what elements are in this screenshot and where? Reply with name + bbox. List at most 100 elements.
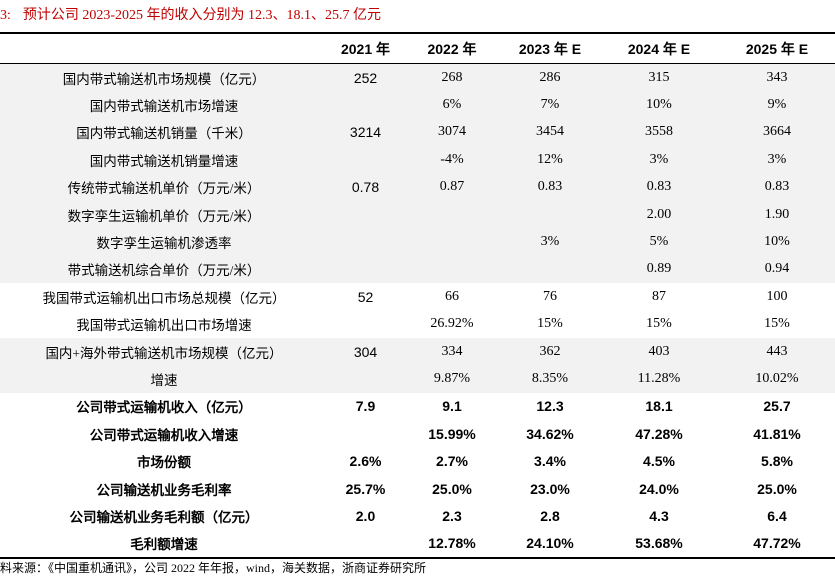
value-cell: 6% bbox=[403, 91, 501, 119]
table-row: 数字孪生运输机渗透率 3% 5% 10% bbox=[0, 228, 835, 256]
table-row: 带式输送机综合单价（万元/米） 0.89 0.94 bbox=[0, 255, 835, 284]
value-cell: 26.92% bbox=[430, 316, 474, 332]
value-cell: 100 bbox=[766, 288, 788, 304]
value-cell: 443 bbox=[719, 337, 835, 366]
header-cell-2023e: 2023 年 E bbox=[501, 32, 599, 64]
table-row: 毛利额增速 12.78% 24.10% 53.68% 47.72% bbox=[0, 529, 835, 560]
value-cell: 286 bbox=[501, 63, 599, 92]
value-cell: 34.62% bbox=[526, 425, 574, 442]
table-row: 公司输送机业务毛利额（亿元） 2.0 2.3 2.8 4.3 6.4 bbox=[0, 502, 835, 529]
value-cell: 15% bbox=[537, 316, 563, 332]
value-cell: 10% bbox=[599, 91, 719, 119]
row-label: 毛利额增速 bbox=[0, 529, 328, 560]
value-cell: 9% bbox=[719, 91, 835, 119]
value-cell: 3214 bbox=[328, 118, 403, 147]
value-cell: 2.3 bbox=[442, 507, 462, 524]
value-cell: 9.1 bbox=[442, 398, 462, 415]
value-cell: 25.7% bbox=[345, 480, 386, 497]
value-cell bbox=[328, 228, 403, 256]
value-cell: 2.6% bbox=[349, 453, 382, 470]
value-cell: 4.5% bbox=[643, 453, 675, 470]
header-cell-label bbox=[0, 32, 328, 64]
row-label: 数字孪生运输机单价（万元/米） bbox=[0, 200, 328, 229]
value-cell bbox=[403, 255, 501, 284]
table-body: 国内带式输送机市场规模（亿元） 252 268 286 315 343 国内带式输送机市场增… bbox=[0, 63, 835, 560]
table-row: 数字孪生运输机单价（万元/米） 2.00 1.90 bbox=[0, 200, 835, 229]
row-label: 国内带式输送机市场增速 bbox=[0, 91, 328, 119]
value-cell: 15% bbox=[646, 316, 672, 332]
row-label: 带式输送机综合单价（万元/米） bbox=[0, 255, 328, 284]
value-cell: 3074 bbox=[403, 118, 501, 147]
source-note: 料来源：《中国重机通讯》，公司 2022 年年报，wind，海关数据，浙商证券研… bbox=[0, 561, 427, 575]
value-cell: 0.89 bbox=[599, 255, 719, 284]
table-row: 国内+海外带式输送机市场规模（亿元） 304 334 362 403 443 bbox=[0, 337, 835, 366]
value-cell bbox=[501, 200, 599, 229]
table-row: 国内带式输送机市场规模（亿元） 252 268 286 315 343 bbox=[0, 63, 835, 92]
header-row: 2021 年 2022 年 2023 年 E 2024 年 E 2025 年 E bbox=[0, 32, 835, 64]
table-row: 公司带式运输机收入（亿元） 7.9 9.1 12.3 18.1 25.7 bbox=[0, 393, 835, 420]
table-row: 增速 9.87% 8.35% 11.28% 10.02% bbox=[0, 365, 835, 393]
value-cell: 334 bbox=[403, 337, 501, 366]
value-cell: 403 bbox=[599, 337, 719, 366]
value-cell: 25.0% bbox=[432, 480, 472, 497]
value-cell: 15.99% bbox=[428, 425, 476, 442]
value-cell: 8.35% bbox=[501, 365, 599, 393]
value-cell bbox=[328, 311, 403, 338]
row-label: 市场份额 bbox=[137, 455, 191, 471]
value-cell: 52 bbox=[357, 288, 374, 305]
value-cell: 1.90 bbox=[719, 200, 835, 229]
table-caption: 3: 预计公司 2023-2025 年的收入分别为 12.3、18.1、25.7 … bbox=[0, 4, 381, 28]
value-cell: 343 bbox=[719, 63, 835, 92]
value-cell bbox=[403, 200, 501, 229]
value-cell bbox=[328, 91, 403, 119]
value-cell: 0.94 bbox=[719, 255, 835, 284]
value-cell bbox=[403, 228, 501, 256]
value-cell: 5.8% bbox=[761, 453, 793, 470]
value-cell: 5% bbox=[599, 228, 719, 256]
value-cell: 0.87 bbox=[403, 173, 501, 201]
value-cell: 47.28% bbox=[635, 425, 683, 442]
table-row: 国内带式输送机市场增速 6% 7% 10% 9% bbox=[0, 91, 835, 119]
value-cell: 0.78 bbox=[328, 173, 403, 201]
value-cell: 0.83 bbox=[599, 173, 719, 201]
value-cell bbox=[328, 255, 403, 284]
row-label: 国内带式输送机销量（千米） bbox=[0, 118, 328, 147]
value-cell bbox=[328, 146, 403, 174]
value-cell: 9.87% bbox=[403, 365, 501, 393]
table-row: 国内带式输送机销量（千米） 3214 3074 3454 3558 3664 bbox=[0, 118, 835, 147]
value-cell: 25.7 bbox=[763, 398, 791, 415]
header-cell-2021: 2021 年 bbox=[328, 32, 403, 64]
table-row: 公司输送机业务毛利率 25.7% 25.0% 23.0% 24.0% 25.0% bbox=[0, 475, 835, 502]
value-cell: 15% bbox=[764, 316, 790, 332]
caption-text: 预计公司 2023-2025 年的收入分别为 12.3、18.1、25.7 亿元 bbox=[22, 8, 382, 23]
value-cell: 4.3 bbox=[649, 507, 669, 524]
value-cell: 3% bbox=[501, 228, 599, 256]
caption-label: 3: bbox=[0, 8, 11, 23]
value-cell: 7% bbox=[501, 91, 599, 119]
row-label: 数字孪生运输机渗透率 bbox=[0, 228, 328, 256]
header-cell-2025e: 2025 年 E bbox=[719, 32, 835, 64]
value-cell: 2.00 bbox=[599, 200, 719, 229]
value-cell: 315 bbox=[599, 63, 719, 92]
value-cell: 6.4 bbox=[767, 507, 787, 524]
header-cell-2024e: 2024 年 E bbox=[599, 32, 719, 64]
value-cell: 0.83 bbox=[719, 173, 835, 201]
row-label: 我国带式运输机出口市场增速 bbox=[76, 318, 252, 334]
value-cell bbox=[328, 365, 403, 393]
value-cell bbox=[501, 255, 599, 284]
value-cell: -4% bbox=[403, 146, 501, 174]
row-label: 国内+海外带式输送机市场规模（亿元） bbox=[0, 337, 328, 366]
value-cell: 2.0 bbox=[355, 507, 376, 524]
row-label: 国内带式输送机销量增速 bbox=[0, 146, 328, 174]
table-row: 公司带式运输机收入增速 15.99% 34.62% 47.28% 41.81% bbox=[0, 420, 835, 447]
value-cell: 41.81% bbox=[753, 425, 801, 442]
row-label: 我国带式运输机出口市场总规模（亿元） bbox=[42, 290, 286, 306]
value-cell: 2.8 bbox=[540, 507, 560, 524]
value-cell: 304 bbox=[328, 337, 403, 366]
value-cell bbox=[328, 420, 403, 447]
value-cell: 24.10% bbox=[501, 529, 599, 560]
value-cell: 23.0% bbox=[530, 480, 570, 497]
value-cell: 10.02% bbox=[719, 365, 835, 393]
row-label: 国内带式输送机市场规模（亿元） bbox=[0, 63, 328, 92]
value-cell: 87 bbox=[652, 288, 666, 304]
